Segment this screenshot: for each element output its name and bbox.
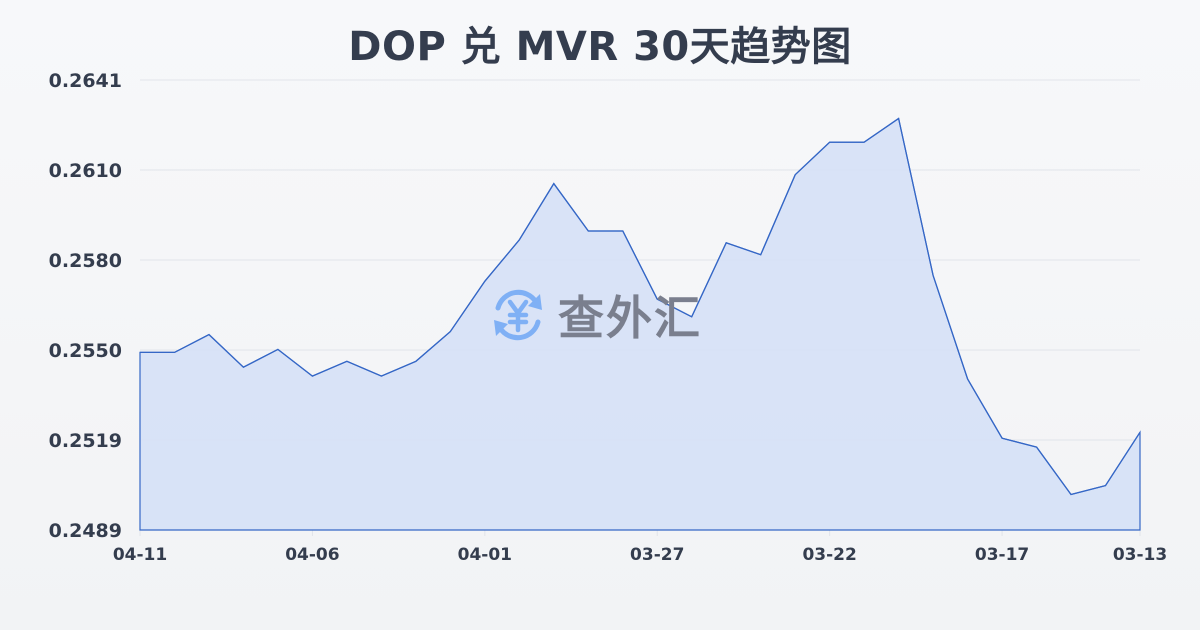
y-tick-label: 0.2580 [49, 250, 122, 272]
x-tick-label: 03-22 [802, 545, 856, 565]
x-axis: 04-11 04-06 04-01 03-27 03-22 03-17 03-13 [113, 530, 1167, 565]
x-tick-label: 03-13 [1113, 545, 1167, 565]
area-fill [139, 117, 1141, 531]
x-tick-label: 04-11 [113, 545, 167, 565]
x-tick-label: 04-01 [458, 545, 512, 565]
y-tick-label: 0.2519 [49, 430, 122, 452]
x-tick-label: 03-27 [630, 545, 684, 565]
y-tick-label: 0.2610 [49, 160, 122, 182]
y-tick-label: 0.2550 [49, 340, 122, 362]
y-tick-label: 0.2489 [49, 520, 122, 542]
y-tick-label: 0.2641 [49, 70, 122, 92]
chart-title: DOP 兑 MVR 30天趋势图 [348, 24, 852, 70]
y-axis: 0.2641 0.2610 0.2580 0.2550 0.2519 0.2489 [49, 70, 122, 542]
x-tick-label: 04-06 [285, 545, 339, 565]
data-line [140, 117, 1141, 496]
x-tick-label: 03-17 [975, 545, 1029, 565]
